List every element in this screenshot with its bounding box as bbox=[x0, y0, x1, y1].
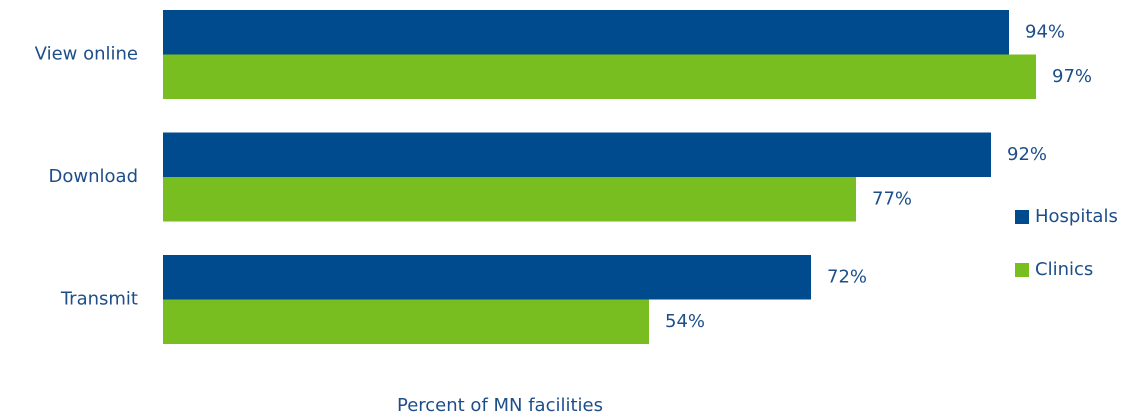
bar bbox=[163, 132, 991, 177]
value-label: 94% bbox=[1025, 21, 1065, 42]
legend-label: Hospitals bbox=[1035, 206, 1118, 227]
bar bbox=[163, 255, 811, 300]
value-label: 72% bbox=[827, 266, 867, 287]
legend-swatch bbox=[1015, 210, 1029, 224]
y-tick-label: Download bbox=[49, 166, 138, 187]
y-tick-label: Transmit bbox=[60, 289, 138, 310]
bar bbox=[163, 54, 1036, 99]
bar bbox=[163, 177, 856, 222]
legend-label: Clinics bbox=[1035, 259, 1093, 280]
value-label: 97% bbox=[1052, 66, 1092, 87]
value-label: 77% bbox=[872, 188, 912, 209]
bar bbox=[163, 299, 649, 344]
value-label: 54% bbox=[665, 311, 705, 332]
legend-swatch bbox=[1015, 263, 1029, 277]
value-label: 92% bbox=[1007, 144, 1047, 165]
bar bbox=[163, 10, 1009, 55]
y-tick-label: View online bbox=[35, 44, 138, 65]
x-axis-label: Percent of MN facilities bbox=[397, 395, 603, 416]
